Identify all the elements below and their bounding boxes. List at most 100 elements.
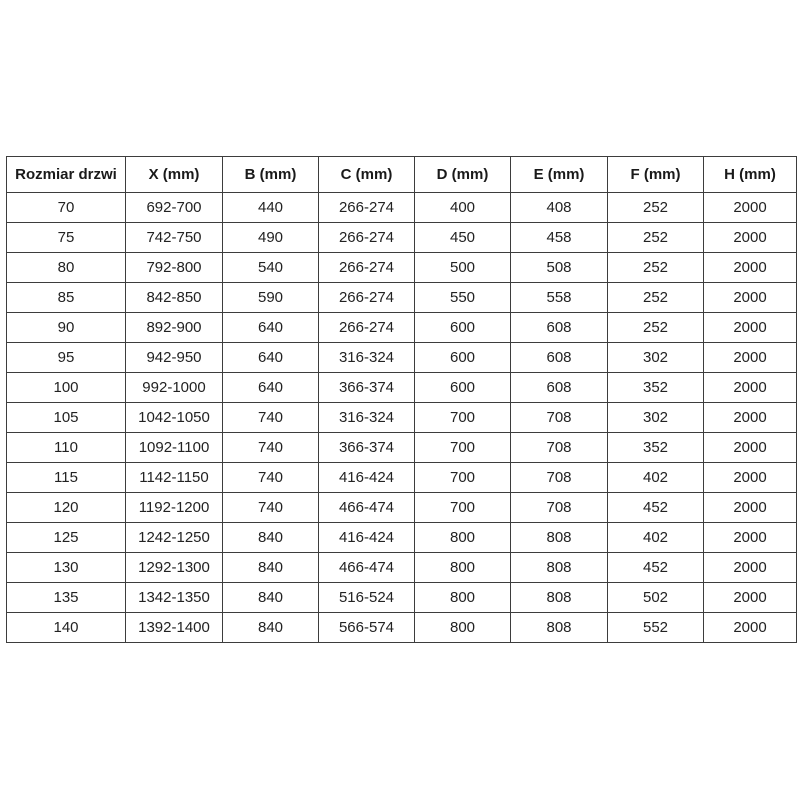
table-cell: 366-374 <box>318 372 415 403</box>
table-cell: 490 <box>222 222 319 253</box>
table-cell: 516-524 <box>318 582 415 613</box>
table-cell: 558 <box>510 282 608 313</box>
table-row: 95 942-950 640 316-324 600 608 302 2000 <box>6 342 797 373</box>
table-cell: 608 <box>510 372 608 403</box>
table-cell: 502 <box>607 582 704 613</box>
table-cell: 942-950 <box>125 342 223 373</box>
header-cell-rozmiar-drzwi: Rozmiar drzwi <box>6 156 126 193</box>
table-cell: 608 <box>510 342 608 373</box>
table-row: 135 1342-1350 840 516-524 800 808 502 2000 <box>6 582 797 613</box>
table-cell: 90 <box>6 312 126 343</box>
table-row: 110 1092-1100 740 366-374 700 708 352 2000 <box>6 432 797 463</box>
table-cell: 700 <box>414 492 511 523</box>
table-cell: 252 <box>607 222 704 253</box>
header-cell-e-mm: E (mm) <box>510 156 608 193</box>
table-cell: 740 <box>222 492 319 523</box>
table-cell: 466-474 <box>318 552 415 583</box>
table-cell: 590 <box>222 282 319 313</box>
table-cell: 792-800 <box>125 252 223 283</box>
table-cell: 692-700 <box>125 192 223 223</box>
table-cell: 708 <box>510 402 608 433</box>
table-row: 100 992-1000 640 366-374 600 608 352 2000 <box>6 372 797 403</box>
table-cell: 742-750 <box>125 222 223 253</box>
table-header-row: Rozmiar drzwi X (mm) B (mm) C (mm) D (mm… <box>6 156 797 193</box>
table-cell: 1392-1400 <box>125 612 223 643</box>
table-cell: 402 <box>607 462 704 493</box>
header-cell-f-mm: F (mm) <box>607 156 704 193</box>
table-cell: 2000 <box>703 252 797 283</box>
table-cell: 2000 <box>703 492 797 523</box>
table-row: 85 842-850 590 266-274 550 558 252 2000 <box>6 282 797 313</box>
table-cell: 458 <box>510 222 608 253</box>
table-cell: 452 <box>607 552 704 583</box>
table-cell: 2000 <box>703 402 797 433</box>
table-cell: 808 <box>510 582 608 613</box>
table-cell: 252 <box>607 312 704 343</box>
table-cell: 2000 <box>703 612 797 643</box>
door-size-table: Rozmiar drzwi X (mm) B (mm) C (mm) D (mm… <box>6 156 797 643</box>
table-cell: 125 <box>6 522 126 553</box>
table-cell: 840 <box>222 552 319 583</box>
table-cell: 2000 <box>703 282 797 313</box>
table-cell: 416-424 <box>318 462 415 493</box>
table-cell: 252 <box>607 252 704 283</box>
table-cell: 808 <box>510 552 608 583</box>
table-cell: 566-574 <box>318 612 415 643</box>
table-cell: 466-474 <box>318 492 415 523</box>
table-cell: 95 <box>6 342 126 373</box>
table-cell: 992-1000 <box>125 372 223 403</box>
table-cell: 400 <box>414 192 511 223</box>
table-row: 125 1242-1250 840 416-424 800 808 402 2000 <box>6 522 797 553</box>
table-cell: 302 <box>607 342 704 373</box>
header-cell-b-mm: B (mm) <box>222 156 319 193</box>
table-cell: 552 <box>607 612 704 643</box>
table-cell: 600 <box>414 312 511 343</box>
table-cell: 840 <box>222 522 319 553</box>
table-cell: 85 <box>6 282 126 313</box>
table-cell: 135 <box>6 582 126 613</box>
header-cell-h-mm: H (mm) <box>703 156 797 193</box>
table-cell: 608 <box>510 312 608 343</box>
table-cell: 352 <box>607 432 704 463</box>
table-cell: 500 <box>414 252 511 283</box>
table-cell: 2000 <box>703 462 797 493</box>
table-cell: 740 <box>222 432 319 463</box>
table-cell: 708 <box>510 432 608 463</box>
table-cell: 2000 <box>703 192 797 223</box>
table-cell: 252 <box>607 282 704 313</box>
table-cell: 2000 <box>703 342 797 373</box>
table-row: 90 892-900 640 266-274 600 608 252 2000 <box>6 312 797 343</box>
table-cell: 70 <box>6 192 126 223</box>
table-cell: 252 <box>607 192 704 223</box>
table-cell: 1192-1200 <box>125 492 223 523</box>
table-cell: 366-374 <box>318 432 415 463</box>
table-cell: 416-424 <box>318 522 415 553</box>
table-cell: 540 <box>222 252 319 283</box>
table-cell: 266-274 <box>318 222 415 253</box>
table-cell: 2000 <box>703 222 797 253</box>
table-cell: 808 <box>510 612 608 643</box>
table-cell: 708 <box>510 492 608 523</box>
table-cell: 316-324 <box>318 402 415 433</box>
table-row: 115 1142-1150 740 416-424 700 708 402 2000 <box>6 462 797 493</box>
table-cell: 2000 <box>703 372 797 403</box>
table-cell: 1342-1350 <box>125 582 223 613</box>
table-cell: 80 <box>6 252 126 283</box>
table-cell: 1242-1250 <box>125 522 223 553</box>
table-body: 70 692-700 440 266-274 400 408 252 2000 75 742-75… <box>6 192 797 643</box>
table-cell: 440 <box>222 192 319 223</box>
table-cell: 266-274 <box>318 252 415 283</box>
table-cell: 640 <box>222 372 319 403</box>
header-cell-d-mm: D (mm) <box>414 156 511 193</box>
table-cell: 1142-1150 <box>125 462 223 493</box>
table-cell: 402 <box>607 522 704 553</box>
table-cell: 700 <box>414 432 511 463</box>
table-row: 80 792-800 540 266-274 500 508 252 2000 <box>6 252 797 283</box>
table-cell: 352 <box>607 372 704 403</box>
table-cell: 600 <box>414 342 511 373</box>
table-cell: 2000 <box>703 582 797 613</box>
table-cell: 840 <box>222 612 319 643</box>
table-cell: 2000 <box>703 432 797 463</box>
table-header: Rozmiar drzwi X (mm) B (mm) C (mm) D (mm… <box>6 156 797 193</box>
